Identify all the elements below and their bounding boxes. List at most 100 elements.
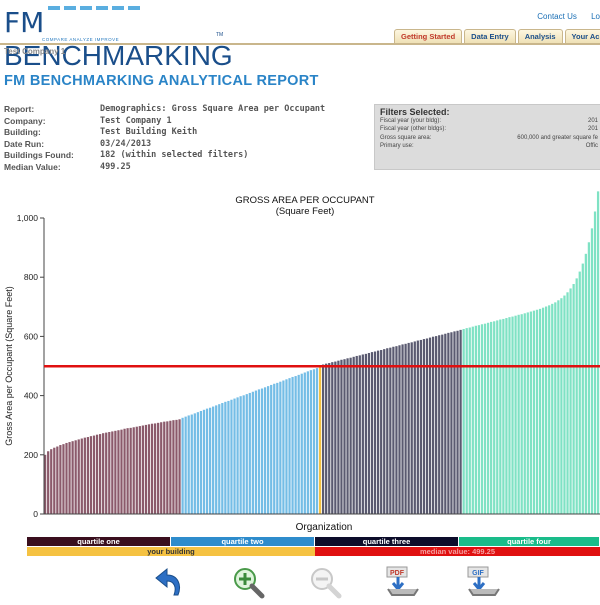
bar [77,439,80,514]
bar [102,433,105,514]
chart-title-main: GROSS AREA PER OCCUPANT [235,195,375,206]
chart-toolbar: PDF GIF [0,565,600,605]
bar [407,342,410,514]
bar [343,359,346,514]
bar [398,345,401,514]
bar [208,407,212,514]
bar [150,423,154,514]
bar-your-building [318,367,322,514]
filter-value: 600,000 and greater square fe [517,134,598,141]
bar [425,338,429,514]
y-tick-label: 200 [24,450,38,460]
bar [254,390,258,514]
tab-your-account[interactable]: Your Ac [564,29,600,43]
y-tick-label: 0 [33,509,38,519]
bar [315,368,319,514]
bar [285,379,288,514]
bar [557,300,560,514]
bar [263,387,267,514]
bar [370,352,374,514]
bar [560,298,563,514]
bar [294,376,297,514]
bar [95,434,99,514]
back-button[interactable] [152,565,188,601]
bar [532,310,536,514]
bar [267,386,270,514]
bar [44,454,47,514]
bar [141,425,145,514]
bar [465,328,468,514]
bar [563,295,566,514]
bar [117,430,120,514]
info-row-building: Building: Test Building Keith [4,127,325,139]
filter-value: Offic [585,142,598,149]
bar [545,306,548,514]
info-value: 499.25 [100,161,131,172]
bar [89,436,93,514]
bar [80,438,83,514]
info-label: Report: [4,104,35,114]
zoom-in-button[interactable] [230,565,266,601]
info-row-company: Company: Test Company 1 [4,116,325,128]
pdf-download-button[interactable]: PDF [384,565,420,601]
bar [65,442,68,514]
fm-benchmarking-logo[interactable]: FM BENCHMARKING COMPARE ANALYZE IMPROVE … [4,6,234,71]
bar [590,228,594,515]
bar [212,406,215,514]
bar [514,315,517,514]
filters-heading: Filters Selected: [380,107,450,117]
filter-value: 201 [587,126,598,133]
tab-getting-started[interactable]: Getting Started [394,29,463,43]
info-label: Median Value: [4,161,61,172]
bar [260,388,264,514]
bar [380,350,383,514]
gross-area-chart: 0 200 400 600 800 1,000 Gross Area per Occupan… [4,191,600,533]
bar [322,364,325,514]
bar [205,408,209,514]
bar [496,320,499,514]
bar [230,399,233,514]
bar [312,369,316,514]
bar [242,395,245,514]
bar [282,380,285,514]
bar [468,327,471,514]
bar [56,446,59,514]
zoom-out-button[interactable] [307,565,343,601]
bar [502,318,505,514]
bar [288,378,291,514]
info-value: Test Building Keith [100,127,198,138]
bar [480,324,484,514]
bar [438,335,441,514]
bar [373,351,377,514]
bar [86,437,90,514]
bar [541,307,545,514]
gif-download-button[interactable]: GIF [465,565,501,601]
info-row-report: Report: Demographics: Gross Square Area p… [4,104,325,116]
bar [123,428,126,514]
y-tick-label: 1,000 [17,213,39,223]
logout-link[interactable]: Lo [591,12,600,21]
bar [233,398,236,514]
bar [413,341,416,514]
tab-data-entry[interactable]: Data Entry [464,29,516,43]
bar [575,278,578,514]
bar [523,313,526,514]
bar [569,288,572,514]
x-axis-label: Organization [296,522,353,533]
bar [328,363,331,514]
bar [410,342,413,514]
bar [431,336,435,514]
tab-analysis[interactable]: Analysis [517,29,563,43]
bar [593,211,597,515]
info-row-date: Date Run: 03/24/2013 [4,139,325,151]
bar [181,417,184,514]
y-tick-label: 400 [24,391,38,401]
bar [47,451,50,514]
bar [297,374,300,514]
info-row-buildings: Buildings Found: 182 (within selected fil… [4,150,325,162]
contact-us-link[interactable]: Contact Us [537,12,577,21]
bar [276,382,279,514]
zoom-in-icon [234,568,265,599]
bar [273,383,276,514]
filter-label: Fiscal year (other bldgs): [380,126,447,133]
